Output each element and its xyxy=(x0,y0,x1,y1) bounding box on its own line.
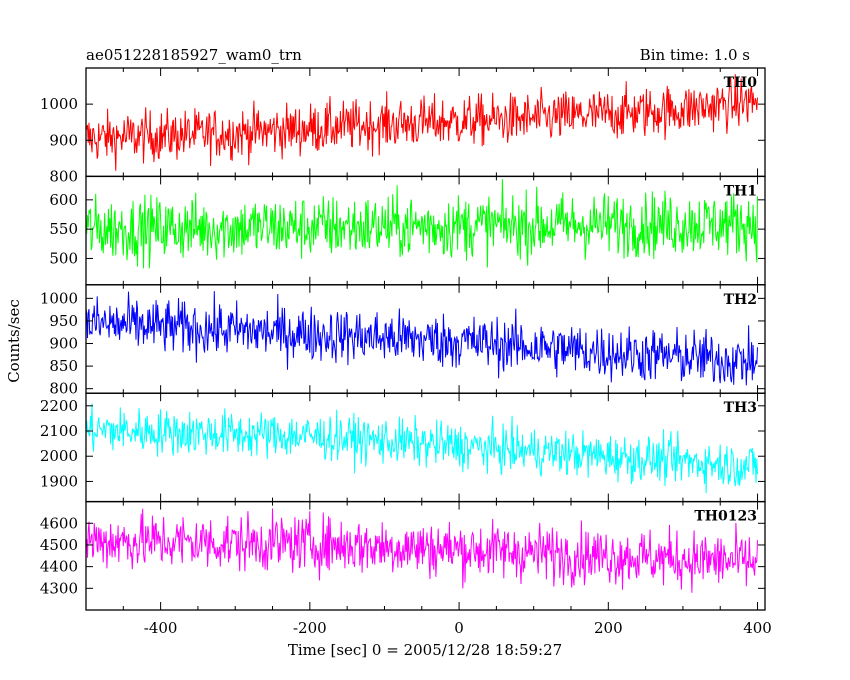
panel-frame xyxy=(85,500,766,611)
y-tick-label: 4400 xyxy=(40,558,78,576)
y-tick-label: 800 xyxy=(49,167,78,185)
y-tick-label: 4600 xyxy=(40,514,78,532)
y-tick-label: 4300 xyxy=(40,579,78,597)
panels-group: 800 900 1000 TH0 500 550 600 TH1 800 850 900 950 100… xyxy=(40,67,766,611)
x-axis-tick-labels: -400 -200 0 200 400 xyxy=(144,619,772,637)
y-tick-label: 500 xyxy=(49,249,78,267)
panel-th0: 800 900 1000 TH0 xyxy=(40,67,766,185)
x-tick-label: -400 xyxy=(144,619,178,637)
series-line-th3 xyxy=(86,403,758,494)
x-tick-label: 0 xyxy=(454,619,464,637)
panel-label-th0: TH0 xyxy=(724,75,758,91)
y-tick-label: 1000 xyxy=(40,289,78,307)
panel-label-th1: TH1 xyxy=(724,183,757,199)
y-tick-label: 550 xyxy=(49,220,78,238)
panel-label-th2: TH2 xyxy=(724,292,757,308)
plot-title: ae051228185927_wam0_trn xyxy=(86,46,302,64)
y-tick-label: 800 xyxy=(49,380,78,398)
series-line-th0123 xyxy=(86,508,758,593)
panel-label-th0123: TH0123 xyxy=(694,509,757,525)
x-tick-label: -200 xyxy=(293,619,327,637)
y-tick-label: 850 xyxy=(49,357,78,375)
y-tick-label: 1000 xyxy=(40,95,78,113)
y-tick-label: 900 xyxy=(49,335,78,353)
y-tick-label: 2200 xyxy=(40,397,78,415)
x-tick-label: 400 xyxy=(743,619,772,637)
x-axis-title: Time [sec] 0 = 2005/12/28 18:59:27 xyxy=(288,641,562,659)
x-tick-label: 200 xyxy=(594,619,623,637)
panel-th3: 1900 2000 2100 2200 TH3 xyxy=(40,392,766,503)
y-tick-label: 2100 xyxy=(40,422,78,440)
y-tick-label: 2000 xyxy=(40,447,78,465)
y-axis-title: Counts/sec xyxy=(5,299,23,383)
panel-th0123: 4300 4400 4500 4600 TH0123 xyxy=(40,500,766,611)
series-line-th1 xyxy=(86,179,758,269)
y-tick-label: 900 xyxy=(49,131,78,149)
y-tick-label: 4500 xyxy=(40,536,78,554)
bin-time-label: Bin time: 1.0 s xyxy=(640,46,750,64)
panel-th1: 500 550 600 TH1 xyxy=(49,175,766,286)
y-tick-label: 950 xyxy=(49,312,78,330)
series-line-th0 xyxy=(86,74,758,171)
panel-th2: 800 850 900 950 1000 TH2 xyxy=(40,284,766,398)
y-tick-label: 600 xyxy=(49,191,78,209)
series-line-th2 xyxy=(86,291,758,386)
y-tick-label: 1900 xyxy=(40,472,78,490)
panel-label-th3: TH3 xyxy=(724,400,757,416)
